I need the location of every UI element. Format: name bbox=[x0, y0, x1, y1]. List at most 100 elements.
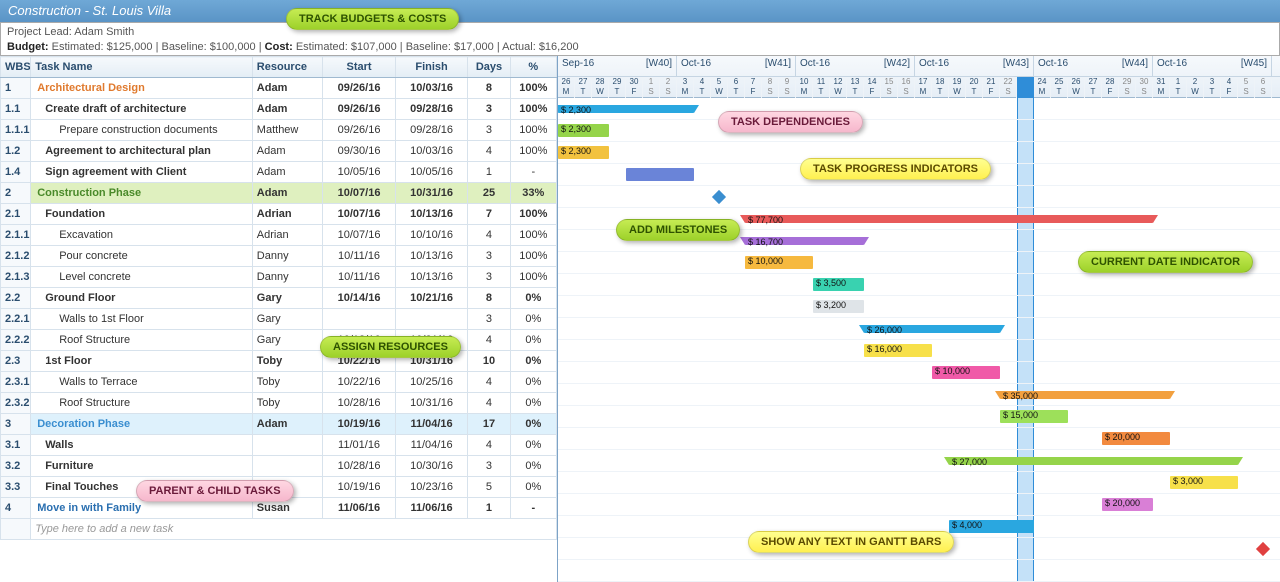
task-row[interactable]: 3.2Furniture10/28/1610/30/1630% bbox=[1, 456, 557, 477]
day-header: 5S bbox=[1238, 77, 1255, 98]
col-pct[interactable]: % bbox=[510, 57, 556, 78]
gantt-row[interactable]: $ 35,000 bbox=[558, 384, 1280, 406]
gantt-row[interactable]: $ 2,300 bbox=[558, 98, 1280, 120]
task-bar[interactable]: $ 10,000 bbox=[745, 256, 813, 269]
summary-bar[interactable]: $ 35,000 bbox=[1000, 391, 1170, 399]
bar-label: $ 35,000 bbox=[1003, 390, 1038, 403]
callout-resources: ASSIGN RESOURCES bbox=[320, 336, 461, 358]
task-row[interactable]: 2.1.2Pour concreteDanny10/11/1610/13/163… bbox=[1, 246, 557, 267]
task-row[interactable]: 2.1.1ExcavationAdrian10/07/1610/10/16410… bbox=[1, 225, 557, 246]
gantt-chart[interactable]: Sep-16[W40]Oct-16[W41]Oct-16[W42]Oct-16[… bbox=[558, 56, 1280, 582]
gantt-row[interactable]: $ 26,000 bbox=[558, 318, 1280, 340]
gantt-row[interactable]: $ 20,000 bbox=[558, 494, 1280, 516]
milestone-diamond[interactable] bbox=[712, 190, 726, 204]
meta-lead: Project Lead: Adam Smith bbox=[7, 25, 1273, 40]
day-header: 20T bbox=[966, 77, 983, 98]
task-row[interactable]: 3.1Walls11/01/1611/04/1640% bbox=[1, 435, 557, 456]
bar-label: $ 16,000 bbox=[867, 343, 902, 356]
bar-label: $ 77,700 bbox=[748, 214, 783, 227]
task-row[interactable]: 2.3.1Walls to TerraceToby10/22/1610/25/1… bbox=[1, 372, 557, 393]
col-wbs[interactable]: WBS bbox=[1, 57, 31, 78]
milestone-diamond[interactable] bbox=[1256, 542, 1270, 556]
gantt-row[interactable]: $ 3,200 bbox=[558, 296, 1280, 318]
day-header: 26W bbox=[1068, 77, 1085, 98]
col-days[interactable]: Days bbox=[468, 57, 510, 78]
task-row[interactable]: 1Architectural DesignAdam09/26/1610/03/1… bbox=[1, 78, 557, 99]
task-row[interactable]: 2Construction PhaseAdam10/07/1610/31/162… bbox=[1, 183, 557, 204]
current-day-header bbox=[1017, 77, 1034, 98]
meta-budget: Budget: Estimated: $125,000 | Baseline: … bbox=[7, 40, 1273, 55]
day-header: 30S bbox=[1136, 77, 1153, 98]
task-bar[interactable]: $ 20,000 bbox=[1102, 432, 1170, 445]
col-task[interactable]: Task Name bbox=[31, 57, 253, 78]
day-header: 5W bbox=[711, 77, 728, 98]
task-row[interactable]: 2.2.1Walls to 1st FloorGary30% bbox=[1, 309, 557, 330]
gantt-row[interactable]: $ 15,000 bbox=[558, 406, 1280, 428]
day-header: 7F bbox=[745, 77, 762, 98]
summary-bar[interactable]: $ 26,000 bbox=[864, 325, 1000, 333]
day-header: 3M bbox=[677, 77, 694, 98]
bar-label: $ 15,000 bbox=[1003, 409, 1038, 422]
task-bar[interactable]: $ 4,000 bbox=[949, 520, 1034, 533]
task-row[interactable]: 1.2Agreement to architectural planAdam09… bbox=[1, 141, 557, 162]
gantt-row[interactable]: $ 10,000 bbox=[558, 362, 1280, 384]
task-row[interactable]: 3Decoration PhaseAdam10/19/1611/04/16170… bbox=[1, 414, 557, 435]
task-bar[interactable]: $ 2,300 bbox=[558, 146, 609, 159]
task-bar[interactable]: $ 15,000 bbox=[1000, 410, 1068, 423]
task-bar[interactable]: $ 2,300 bbox=[558, 124, 609, 137]
task-bar[interactable]: $ 20,000 bbox=[1102, 498, 1153, 511]
col-finish[interactable]: Finish bbox=[395, 57, 468, 78]
gantt-row[interactable]: $ 20,000 bbox=[558, 428, 1280, 450]
callout-progress: TASK PROGRESS INDICATORS bbox=[800, 158, 991, 180]
day-header: 26M bbox=[558, 77, 575, 98]
task-row[interactable]: 2.2Ground FloorGary10/14/1610/21/1680% bbox=[1, 288, 557, 309]
col-resource[interactable]: Resource bbox=[252, 57, 323, 78]
task-bar[interactable] bbox=[626, 168, 694, 181]
day-header: 28F bbox=[1102, 77, 1119, 98]
gantt-row[interactable]: $ 2,300 bbox=[558, 120, 1280, 142]
new-task-row[interactable]: Type here to add a new task bbox=[1, 519, 557, 540]
bar-label: $ 4,000 bbox=[952, 519, 982, 532]
callout-milestones: ADD MILESTONES bbox=[616, 219, 740, 241]
task-bar[interactable]: $ 3,500 bbox=[813, 278, 864, 291]
day-header: 30F bbox=[626, 77, 643, 98]
day-header: 4T bbox=[694, 77, 711, 98]
week-header: Oct-16[W45] bbox=[1153, 56, 1272, 76]
task-row[interactable]: 2.3.2Roof StructureToby10/28/1610/31/164… bbox=[1, 393, 557, 414]
summary-bar[interactable]: $ 77,700 bbox=[745, 215, 1153, 223]
day-header: 27T bbox=[1085, 77, 1102, 98]
week-header: Oct-16[W41] bbox=[677, 56, 796, 76]
summary-bar[interactable]: $ 27,000 bbox=[949, 457, 1238, 465]
task-bar[interactable]: $ 16,000 bbox=[864, 344, 932, 357]
day-header: 14F bbox=[864, 77, 881, 98]
day-header: 9S bbox=[779, 77, 796, 98]
task-row[interactable]: 1.1Create draft of architectureAdam09/26… bbox=[1, 99, 557, 120]
callout-gantt-text: SHOW ANY TEXT IN GANTT BARS bbox=[748, 531, 954, 553]
day-header: 22S bbox=[1000, 77, 1017, 98]
task-row[interactable]: 1.1.1Prepare construction documentsMatth… bbox=[1, 120, 557, 141]
task-row[interactable]: 2.31st FloorToby10/22/1610/31/16100% bbox=[1, 351, 557, 372]
task-row[interactable]: 1.4Sign agreement with ClientAdam10/05/1… bbox=[1, 162, 557, 183]
task-row[interactable]: 2.2.2Roof StructureGary10/18/1610/21/164… bbox=[1, 330, 557, 351]
bar-label: $ 20,000 bbox=[1105, 497, 1140, 510]
project-title: Construction - St. Louis Villa bbox=[8, 3, 171, 18]
gantt-row[interactable]: $ 3,000 bbox=[558, 472, 1280, 494]
gantt-row[interactable]: $ 16,000 bbox=[558, 340, 1280, 362]
callout-parent: PARENT & CHILD TASKS bbox=[136, 480, 294, 502]
task-bar[interactable]: $ 10,000 bbox=[932, 366, 1000, 379]
task-row[interactable]: 2.1FoundationAdrian10/07/1610/13/167100% bbox=[1, 204, 557, 225]
task-grid[interactable]: WBS Task Name Resource Start Finish Days… bbox=[0, 56, 558, 582]
title-bar: Construction - St. Louis Villa bbox=[0, 0, 1280, 22]
col-start[interactable]: Start bbox=[323, 57, 396, 78]
gantt-row[interactable]: $ 27,000 bbox=[558, 450, 1280, 472]
gantt-row[interactable]: $ 3,500 bbox=[558, 274, 1280, 296]
task-bar[interactable]: $ 3,000 bbox=[1170, 476, 1238, 489]
gantt-app: Construction - St. Louis Villa Project L… bbox=[0, 0, 1280, 582]
task-bar[interactable]: $ 3,200 bbox=[813, 300, 864, 313]
day-header: 31M bbox=[1153, 77, 1170, 98]
summary-bar[interactable]: $ 16,700 bbox=[745, 237, 864, 245]
task-row[interactable]: 2.1.3Level concreteDanny10/11/1610/13/16… bbox=[1, 267, 557, 288]
day-header: 8S bbox=[762, 77, 779, 98]
summary-bar[interactable]: $ 2,300 bbox=[558, 105, 694, 113]
gantt-row[interactable] bbox=[558, 186, 1280, 208]
